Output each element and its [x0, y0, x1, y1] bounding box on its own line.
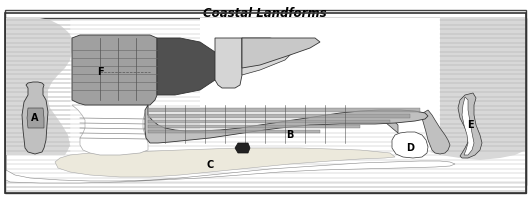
Bar [5, 18, 526, 193]
Polygon shape [380, 112, 398, 133]
Bar [5, 10, 526, 185]
Text: B: B [286, 130, 294, 140]
Text: Coastal Landforms: Coastal Landforms [203, 7, 327, 20]
Text: D: D [406, 143, 414, 153]
Polygon shape [148, 120, 390, 123]
Polygon shape [157, 38, 218, 95]
Polygon shape [422, 110, 450, 154]
Polygon shape [6, 18, 72, 155]
Polygon shape [242, 38, 295, 75]
Polygon shape [200, 18, 526, 130]
Polygon shape [22, 82, 48, 154]
Polygon shape [72, 105, 148, 155]
Text: A: A [31, 113, 39, 123]
Polygon shape [55, 148, 395, 177]
Polygon shape [72, 35, 157, 105]
Polygon shape [148, 114, 410, 118]
Polygon shape [148, 125, 360, 128]
Polygon shape [27, 108, 44, 128]
Polygon shape [215, 38, 242, 88]
Polygon shape [458, 93, 482, 158]
Polygon shape [462, 97, 474, 155]
Polygon shape [148, 108, 420, 112]
Polygon shape [148, 130, 320, 133]
Polygon shape [235, 143, 250, 153]
Polygon shape [242, 38, 320, 68]
Polygon shape [6, 155, 455, 183]
Polygon shape [430, 18, 526, 160]
Polygon shape [145, 105, 428, 143]
Polygon shape [392, 132, 428, 158]
Text: E: E [467, 120, 473, 130]
Text: C: C [207, 160, 213, 170]
Text: F: F [97, 67, 104, 77]
